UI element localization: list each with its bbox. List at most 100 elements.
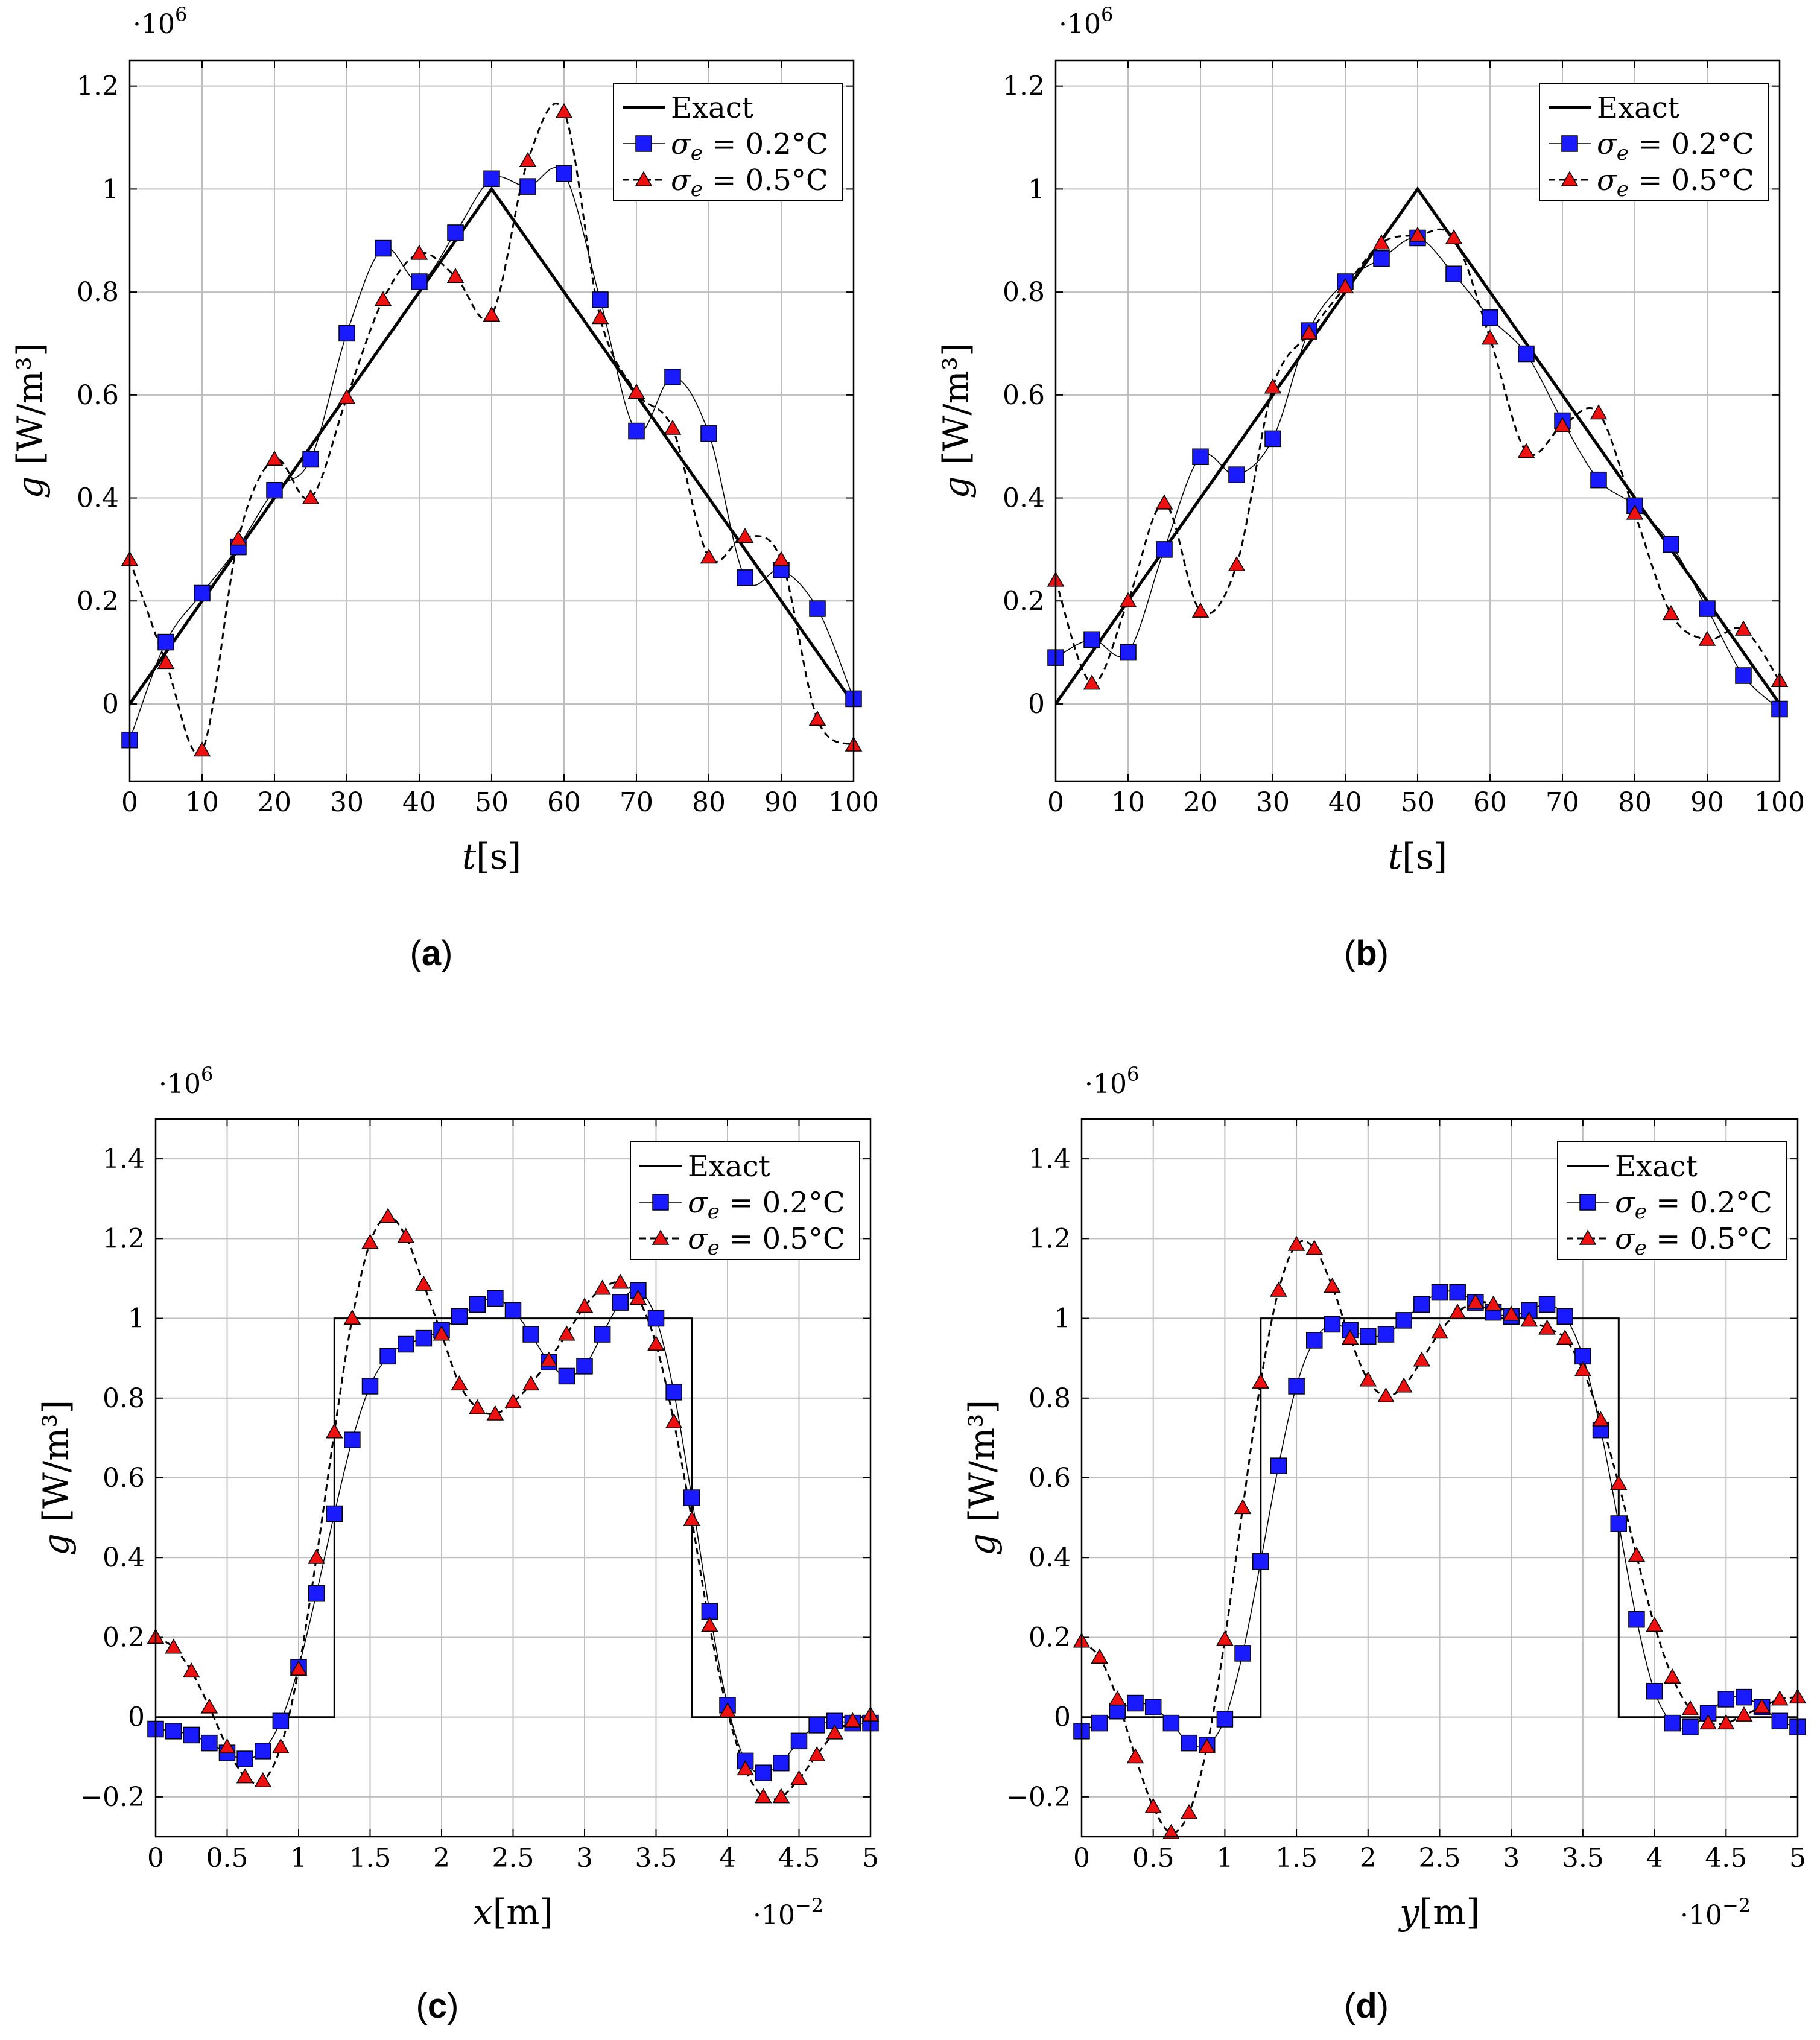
legend-sigma05-label: σe = 0.5°C: [688, 1222, 845, 1260]
marker-sigma05: [1336, 278, 1354, 294]
y-multiplier-exp: 6: [1127, 1063, 1139, 1086]
plot-frame: [154, 1118, 872, 1838]
x-multiplier-base: ·10: [1680, 1900, 1722, 1931]
marker-sigma02: [1735, 667, 1752, 684]
legend-sigma-value: = 0.5°C: [1629, 163, 1754, 197]
marker-sigma05: [379, 1208, 397, 1223]
series-sigma05-line: [1082, 1240, 1798, 1834]
y-tick-label: 0: [102, 689, 119, 720]
x-tick-label: 50: [475, 787, 509, 818]
x-multiplier: ·10−2: [1680, 1894, 1751, 1931]
marker-sigma05: [415, 1275, 433, 1291]
y-tick-label: 0.4: [103, 1542, 145, 1573]
marker-sigma02: [1628, 1611, 1645, 1628]
marker-sigma05: [1735, 1706, 1753, 1722]
y-multiplier: ·106: [1059, 3, 1113, 40]
marker-sigma02: [665, 1384, 682, 1401]
x-tick-label: 1: [290, 1843, 307, 1874]
marker-sigma02: [1646, 1682, 1663, 1700]
series-exact-line: [130, 186, 854, 705]
x-tick-label: 100: [1754, 787, 1805, 818]
marker-sigma02: [1373, 250, 1390, 267]
marker-sigma05: [397, 1227, 415, 1243]
marker-sigma02: [594, 1326, 611, 1343]
marker-sigma05: [790, 1770, 808, 1785]
y-tick-label: 0.4: [1003, 483, 1045, 514]
caption-letter: c: [428, 1986, 447, 2026]
marker-sigma05: [754, 1788, 772, 1804]
marker-sigma02: [1109, 1703, 1126, 1720]
marker-sigma02: [1482, 309, 1498, 326]
marker-sigma02: [255, 1743, 271, 1760]
marker-sigma02: [664, 369, 681, 385]
x-tick-label: 80: [1618, 787, 1652, 818]
y-tick-label: 0.6: [103, 1463, 145, 1494]
x-tick-label: 4: [719, 1843, 736, 1874]
y-tick-label: 1: [102, 174, 119, 204]
y-tick-label: −0.2: [80, 1782, 145, 1813]
x-tick-label: 3.5: [635, 1843, 677, 1874]
marker-sigma05: [410, 244, 428, 260]
marker-sigma02: [1574, 1348, 1591, 1365]
marker-sigma05: [1626, 504, 1644, 520]
marker-sigma02: [1445, 265, 1462, 282]
x-tick-label: 0: [1047, 787, 1064, 818]
y-tick-label: 1.2: [1029, 1223, 1071, 1254]
marker-sigma05: [1481, 329, 1499, 345]
legend-sigma-sub: e: [708, 1236, 720, 1260]
x-tick-label: 3: [1503, 1843, 1520, 1874]
marker-sigma05: [218, 1738, 236, 1753]
marker-sigma05: [1681, 1700, 1699, 1715]
y-multiplier-exp: 6: [175, 3, 187, 26]
caption-letter: b: [1355, 934, 1377, 973]
caption-paren: ): [1377, 1986, 1389, 2026]
marker-sigma02: [1395, 1312, 1412, 1329]
x-axis-label: y[m]: [1398, 1892, 1480, 1933]
legend-sigma-value: = 0.2°C: [1629, 127, 1754, 161]
legend-sigma-sub: e: [691, 141, 703, 165]
marker-sigma05: [1359, 1371, 1377, 1387]
marker-sigma05: [1663, 1668, 1681, 1684]
marker-sigma05: [483, 306, 501, 322]
marker-sigma05: [1126, 1748, 1144, 1764]
y-axis-var: g: [936, 476, 977, 498]
legend-exact-label: Exact: [1597, 91, 1679, 125]
legend-sigma-symbol: σ: [1597, 127, 1617, 161]
marker-sigma05: [1431, 1323, 1448, 1339]
marker-sigma02: [1736, 1688, 1752, 1706]
y-axis-label: g [W/m³]: [962, 1400, 1003, 1556]
x-tick-label: 70: [620, 787, 653, 818]
y-tick-label: 0.4: [1029, 1542, 1071, 1573]
y-tick-label: 0.6: [77, 380, 119, 411]
panel-caption: (a): [410, 934, 453, 973]
marker-sigma05: [165, 1638, 182, 1654]
caption-paren: ): [441, 934, 452, 973]
marker-sigma02: [451, 1308, 468, 1325]
legend-sigma02-label: σe = 0.2°C: [688, 1186, 845, 1224]
y-tick-label: 0.4: [77, 483, 119, 514]
legend-sigma02-marker: [1579, 1194, 1596, 1211]
x-tick-label: 60: [547, 787, 581, 818]
legend-sigma02-marker: [1561, 135, 1578, 152]
marker-sigma02: [1449, 1284, 1466, 1301]
y-tick-label: 0.8: [1003, 277, 1045, 308]
series-sigma05-line: [156, 1215, 870, 1801]
y-tick-label: 1.2: [77, 71, 119, 102]
marker-sigma02: [737, 569, 753, 586]
y-multiplier-base: ·10: [1059, 9, 1101, 40]
marker-sigma02: [1288, 1378, 1305, 1395]
x-tick-label: 80: [692, 787, 726, 818]
y-axis-unit: [W/m³]: [962, 1400, 1003, 1533]
marker-sigma02: [1610, 1515, 1627, 1532]
panel-caption: (b): [1344, 934, 1389, 973]
marker-sigma02: [1192, 448, 1209, 465]
marker-sigma02: [1306, 1332, 1323, 1349]
legend-sigma-sub: e: [1617, 177, 1629, 201]
marker-sigma05: [338, 388, 356, 404]
y-tick-label: 1.4: [1029, 1144, 1071, 1174]
marker-sigma05: [718, 1702, 737, 1718]
marker-sigma02: [809, 600, 826, 617]
y-axis-unit: [W/m³]: [936, 343, 977, 476]
